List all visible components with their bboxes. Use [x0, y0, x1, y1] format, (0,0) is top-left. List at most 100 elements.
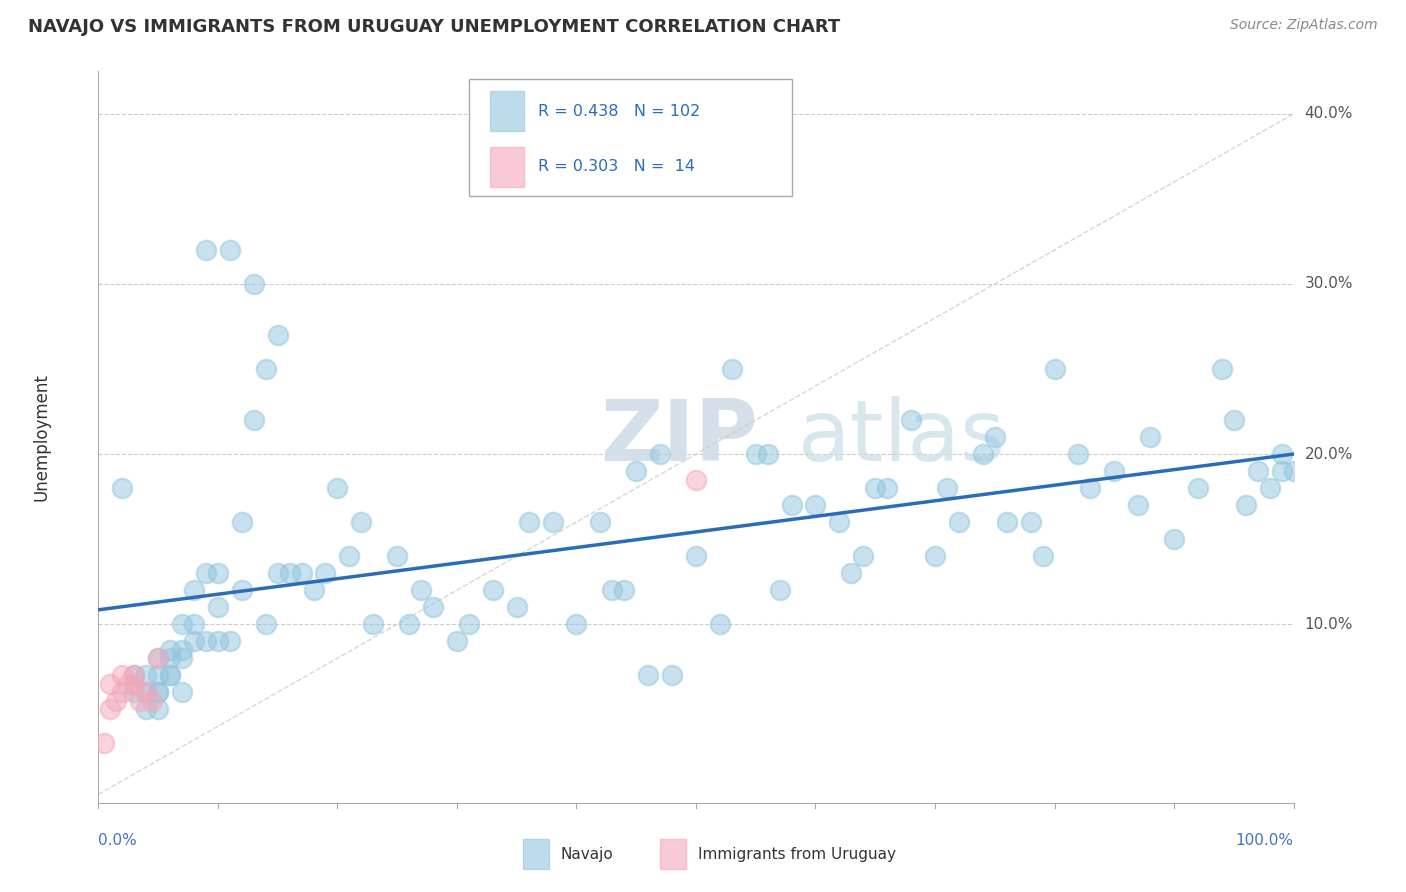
Point	[124, 668, 146, 682]
Point	[172, 642, 194, 657]
Point	[148, 651, 170, 665]
Point	[626, 464, 648, 478]
Point	[148, 685, 170, 699]
Point	[291, 566, 314, 581]
Point	[984, 430, 1007, 444]
Text: Immigrants from Uruguay: Immigrants from Uruguay	[699, 847, 897, 862]
Bar	[661, 839, 686, 869]
Point	[254, 617, 277, 632]
Point	[458, 617, 481, 632]
Point	[1271, 464, 1294, 478]
Point	[207, 566, 229, 581]
Point	[243, 277, 266, 291]
Text: NAVAJO VS IMMIGRANTS FROM URUGUAY UNEMPLOYMENT CORRELATION CHART: NAVAJO VS IMMIGRANTS FROM URUGUAY UNEMPL…	[28, 18, 841, 36]
Point	[254, 362, 277, 376]
Point	[172, 685, 194, 699]
Text: Unemployment: Unemployment	[32, 373, 51, 501]
Point	[183, 634, 205, 648]
Point	[111, 685, 134, 699]
Text: atlas: atlas	[797, 395, 1005, 479]
Point	[350, 515, 373, 529]
Point	[207, 600, 229, 615]
Point	[129, 694, 152, 708]
Point	[98, 702, 122, 716]
Point	[219, 634, 242, 648]
Point	[900, 413, 922, 427]
Text: 20.0%: 20.0%	[1305, 447, 1353, 461]
Text: 100.0%: 100.0%	[1236, 833, 1294, 848]
Point	[936, 481, 959, 495]
Text: Source: ZipAtlas.com: Source: ZipAtlas.com	[1230, 18, 1378, 32]
Point	[124, 685, 146, 699]
Text: R = 0.303   N =  14: R = 0.303 N = 14	[538, 160, 695, 174]
Point	[1019, 515, 1042, 529]
Point	[481, 583, 505, 598]
Point	[231, 583, 253, 598]
Point	[302, 583, 325, 598]
Point	[159, 642, 181, 657]
Point	[411, 583, 433, 598]
Point	[1128, 498, 1150, 512]
Point	[363, 617, 385, 632]
Point	[852, 549, 875, 563]
Point	[841, 566, 863, 581]
Point	[159, 668, 181, 682]
Point	[339, 549, 361, 563]
Point	[756, 447, 779, 461]
Text: 0.0%: 0.0%	[98, 833, 138, 848]
Point	[315, 566, 337, 581]
Point	[1247, 464, 1270, 478]
Point	[865, 481, 887, 495]
Point	[1187, 481, 1209, 495]
Point	[1163, 532, 1185, 546]
Point	[637, 668, 659, 682]
Text: 30.0%: 30.0%	[1305, 277, 1353, 292]
Point	[517, 515, 540, 529]
Point	[648, 447, 672, 461]
Point	[602, 583, 624, 598]
Point	[541, 515, 564, 529]
Point	[661, 668, 683, 682]
Point	[111, 481, 134, 495]
Point	[1282, 464, 1305, 478]
Point	[207, 634, 229, 648]
Text: R = 0.438   N = 102: R = 0.438 N = 102	[538, 103, 700, 119]
Point	[267, 566, 290, 581]
Point	[148, 668, 170, 682]
Point	[1104, 464, 1126, 478]
Text: Navajo: Navajo	[561, 847, 613, 862]
Point	[685, 549, 707, 563]
Point	[1223, 413, 1246, 427]
Point	[148, 685, 170, 699]
Point	[589, 515, 612, 529]
Point	[148, 702, 170, 716]
Point	[613, 583, 636, 598]
Point	[172, 617, 194, 632]
Point	[141, 694, 163, 708]
Point	[506, 600, 529, 615]
Point	[183, 583, 205, 598]
Point	[98, 677, 122, 691]
Point	[685, 473, 707, 487]
Point	[721, 362, 744, 376]
Point	[745, 447, 768, 461]
Bar	[523, 839, 548, 869]
Bar	[491, 146, 524, 187]
Point	[135, 702, 157, 716]
Point	[924, 549, 946, 563]
Point	[195, 566, 218, 581]
Text: 40.0%: 40.0%	[1305, 106, 1353, 121]
Point	[243, 413, 266, 427]
Point	[1080, 481, 1102, 495]
Point	[135, 685, 157, 699]
Point	[267, 328, 290, 343]
Point	[876, 481, 898, 495]
Point	[326, 481, 349, 495]
Point	[385, 549, 409, 563]
Point	[1234, 498, 1257, 512]
Point	[159, 651, 181, 665]
Point	[195, 634, 218, 648]
Point	[159, 668, 181, 682]
Point	[1271, 447, 1294, 461]
Point	[135, 685, 157, 699]
